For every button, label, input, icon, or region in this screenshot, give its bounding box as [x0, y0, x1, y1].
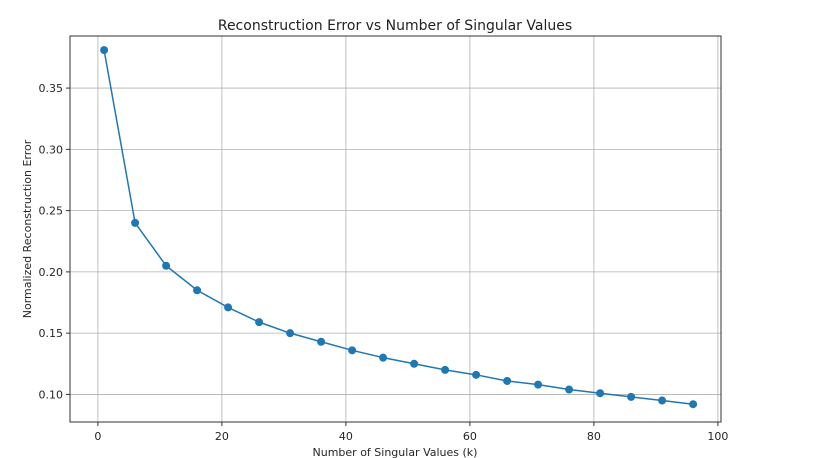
- y-tick-label: 0.10: [39, 388, 64, 401]
- x-tick-label: 40: [339, 430, 353, 443]
- y-tick-label: 0.35: [39, 82, 64, 95]
- data-point: [441, 365, 450, 374]
- data-point: [379, 353, 388, 362]
- plot-area-frame: [69, 35, 722, 423]
- data-point: [596, 389, 605, 398]
- y-axis-label: Normalized Reconstruction Error: [21, 139, 34, 318]
- data-point: [193, 286, 202, 295]
- x-axis-label: Number of Singular Values (k): [313, 446, 478, 458]
- x-tick-label: 80: [587, 430, 601, 443]
- y-tick-label: 0.20: [39, 266, 64, 279]
- axis-ticks: 0 20 40 60 80 100 0.10 0.15 0.20 0.25 0.30 0.35: [39, 82, 729, 443]
- data-series: [100, 46, 698, 409]
- y-tick-label: 0.30: [39, 143, 64, 156]
- y-tick-label: 0.25: [39, 205, 64, 218]
- data-point: [503, 376, 512, 385]
- data-point: [410, 359, 419, 368]
- data-point: [100, 46, 109, 55]
- data-point: [689, 400, 698, 409]
- data-point: [162, 261, 171, 270]
- data-point: [255, 318, 264, 327]
- data-point: [472, 370, 481, 379]
- y-tick-label: 0.15: [39, 327, 64, 340]
- data-point: [534, 380, 543, 389]
- data-point: [131, 218, 140, 227]
- data-point: [348, 346, 357, 355]
- x-tick-label: 0: [94, 430, 101, 443]
- data-point: [224, 303, 233, 312]
- x-tick-label: 100: [707, 430, 728, 443]
- data-point: [317, 337, 326, 346]
- x-tick-label: 20: [215, 430, 229, 443]
- chart-title: Reconstruction Error vs Number of Singul…: [218, 18, 572, 34]
- data-point: [658, 396, 667, 405]
- grid-lines: [70, 36, 721, 422]
- series-line: [103, 49, 694, 405]
- data-point: [565, 385, 574, 394]
- data-point: [286, 329, 295, 338]
- x-tick-label: 60: [463, 430, 477, 443]
- data-point: [627, 392, 636, 401]
